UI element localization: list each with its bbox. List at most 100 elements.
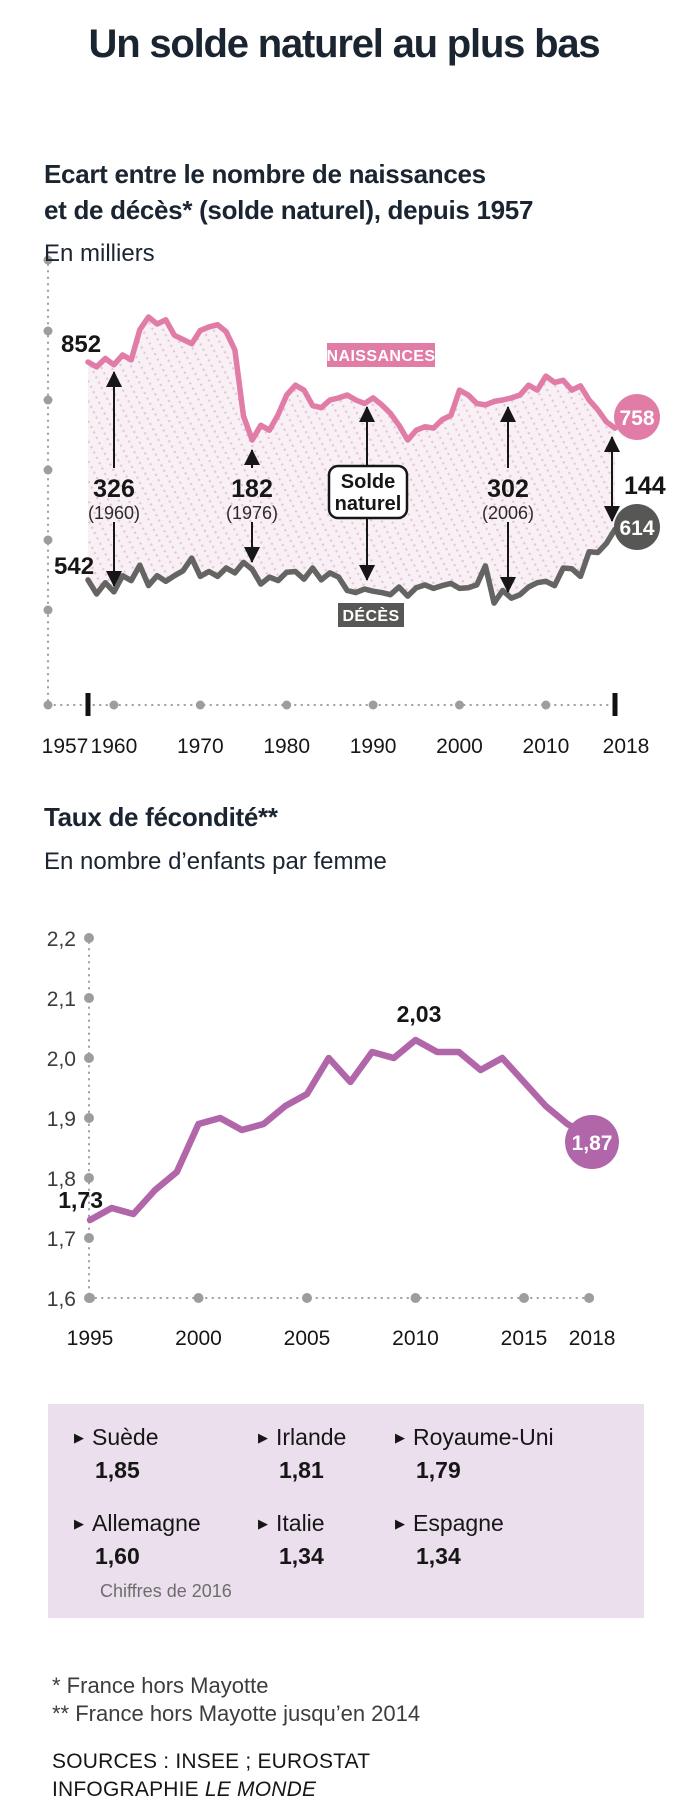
sources-line: SOURCES : INSEE ; EUROSTAT: [52, 1750, 371, 1773]
x-axis-labels: 1995 2000 2005 2010 2015 2018: [67, 1327, 616, 1350]
axis-dot: [43, 326, 53, 336]
x-tick-label: 1995: [67, 1327, 114, 1350]
chart2-unit: En nombre d’enfants par femme: [44, 848, 387, 875]
deaths-end-marker: 614: [614, 504, 660, 550]
footnote-1: * France hors Mayotte: [52, 1673, 269, 1698]
deaths-badge: DÉCÈS: [338, 603, 404, 627]
x-axis-dots: [85, 1293, 595, 1303]
gap-value-1976: 182: [231, 475, 273, 503]
axis-dot: [195, 700, 205, 710]
bullet-triangle-icon: ▶: [74, 1515, 84, 1531]
axis-dot: [84, 1113, 94, 1123]
fertility-start-label: 1,73: [58, 1187, 103, 1213]
x-tick-label: 2000: [175, 1327, 222, 1350]
chart-births-deaths: 1957 1960 1970 1980 1990 2000 2010 2018 852 542…: [42, 255, 666, 758]
axis-dot: [43, 605, 53, 615]
axis-dot: [455, 700, 464, 710]
solde-naturel-line1: Solde: [341, 471, 395, 493]
country-value: 1,34: [416, 1543, 461, 1569]
country-name: Espagne: [413, 1510, 504, 1536]
axis-dot: [84, 1173, 94, 1183]
bullet-triangle-icon: ▶: [395, 1515, 405, 1531]
y-tick-label: 1,6: [47, 1288, 76, 1311]
country-item-royaume-uni: ▶ Royaume-Uni 1,79: [395, 1424, 644, 1484]
axis-end-tick: [85, 693, 91, 716]
country-value: 1,81: [279, 1457, 324, 1483]
chart-fertility: 2,2 2,1 2,0 1,9 1,8 1,7 1,6 1995 2000 2005 2010 20…: [47, 928, 619, 1350]
deaths-line: [85, 526, 618, 606]
gap-annotation-2006: 302 (2006): [482, 406, 534, 593]
y-tick-label: 1,7: [47, 1228, 76, 1251]
chart2-title: Taux de fécondité**: [44, 802, 278, 832]
solde-naturel-annotation: Solde naturel: [327, 406, 409, 581]
gap-year-1960: (1960): [88, 503, 140, 523]
axis-dot: [43, 465, 53, 475]
footnotes: * France hors Mayotte ** France hors May…: [52, 1672, 420, 1728]
gap-year-2006: (2006): [482, 503, 534, 523]
chart1-title-line2: et de décès* (solde naturel), depuis 195…: [44, 195, 534, 225]
bullet-triangle-icon: ▶: [74, 1429, 84, 1445]
country-value: 1,85: [95, 1457, 140, 1483]
axis-dot: [84, 933, 94, 943]
svg-text:758: 758: [619, 407, 654, 430]
x-tick-label: 2018: [603, 735, 650, 758]
country-item-irlande: ▶ Irlande 1,81: [258, 1424, 395, 1484]
y-tick-label: 2,1: [47, 988, 76, 1011]
country-value: 1,79: [416, 1457, 461, 1483]
country-item-suede: ▶ Suède 1,85: [74, 1424, 258, 1484]
svg-text:1,87: 1,87: [572, 1132, 613, 1155]
solde-naturel-line2: naturel: [335, 493, 402, 515]
sources-block: SOURCES : INSEE ; EUROSTAT INFOGRAPHIE L…: [52, 1748, 370, 1804]
axis-dot: [109, 700, 119, 710]
chart1-unit: En milliers: [44, 240, 155, 267]
x-tick-label: 1980: [263, 735, 310, 758]
fertility-line: [86, 1036, 593, 1224]
country-name: Italie: [276, 1510, 325, 1536]
y-tick-label: 2,2: [47, 928, 76, 951]
credit-line: INFOGRAPHIE LE MONDE: [52, 1776, 370, 1804]
gap-value-2018: 144: [624, 472, 666, 500]
y-tick-label: 1,8: [47, 1168, 76, 1191]
axis-end-tick: [612, 693, 618, 716]
x-axis-labels: 1957 1960 1970 1980 1990 2000 2010 2018: [42, 735, 650, 758]
axis-dot: [584, 1293, 595, 1303]
gap-value-2006: 302: [487, 475, 529, 503]
axis-dot: [84, 993, 94, 1003]
chart1-title-line1: Ecart entre le nombre de naissances: [44, 159, 486, 189]
axis-dot: [84, 1233, 94, 1243]
axis-dot: [43, 535, 53, 545]
axis-dot: [282, 700, 292, 710]
x-tick-label: 2015: [501, 1327, 548, 1350]
births-badge: NAISSANCES: [327, 343, 436, 367]
y-tick-label: 2,0: [47, 1048, 76, 1071]
country-value: 1,34: [279, 1543, 324, 1569]
axis-dot: [410, 1293, 421, 1303]
country-name: Allemagne: [92, 1510, 201, 1536]
fertility-peak-label: 2,03: [397, 1001, 442, 1027]
country-item-italie: ▶ Italie 1,34: [258, 1510, 395, 1570]
svg-text:DÉCÈS: DÉCÈS: [342, 606, 399, 625]
gap-year-1976: (1976): [226, 503, 278, 523]
axis-dot: [541, 700, 551, 710]
axis-dot: [368, 700, 378, 710]
bullet-triangle-icon: ▶: [258, 1515, 268, 1531]
births-start-label: 852: [61, 331, 101, 358]
x-tick-label: 1960: [91, 735, 138, 758]
axis-dot: [519, 1293, 529, 1303]
fertility-end-marker: 1,87: [565, 1115, 619, 1169]
x-tick-label: 1957: [42, 735, 89, 758]
x-tick-label: 1990: [350, 735, 397, 758]
y-axis-dots: [43, 255, 53, 710]
bullet-triangle-icon: ▶: [395, 1429, 405, 1445]
y-tick-label: 1,9: [47, 1108, 76, 1131]
gap-hatched-area: [88, 317, 615, 604]
x-tick-label: 1970: [177, 735, 224, 758]
svg-text:NAISSANCES: NAISSANCES: [327, 348, 436, 365]
axis-dot: [84, 1053, 94, 1063]
axis-dot: [43, 700, 53, 710]
births-line: [85, 314, 618, 443]
axis-dot: [302, 1293, 312, 1303]
country-item-allemagne: ▶ Allemagne 1,60: [74, 1510, 258, 1570]
